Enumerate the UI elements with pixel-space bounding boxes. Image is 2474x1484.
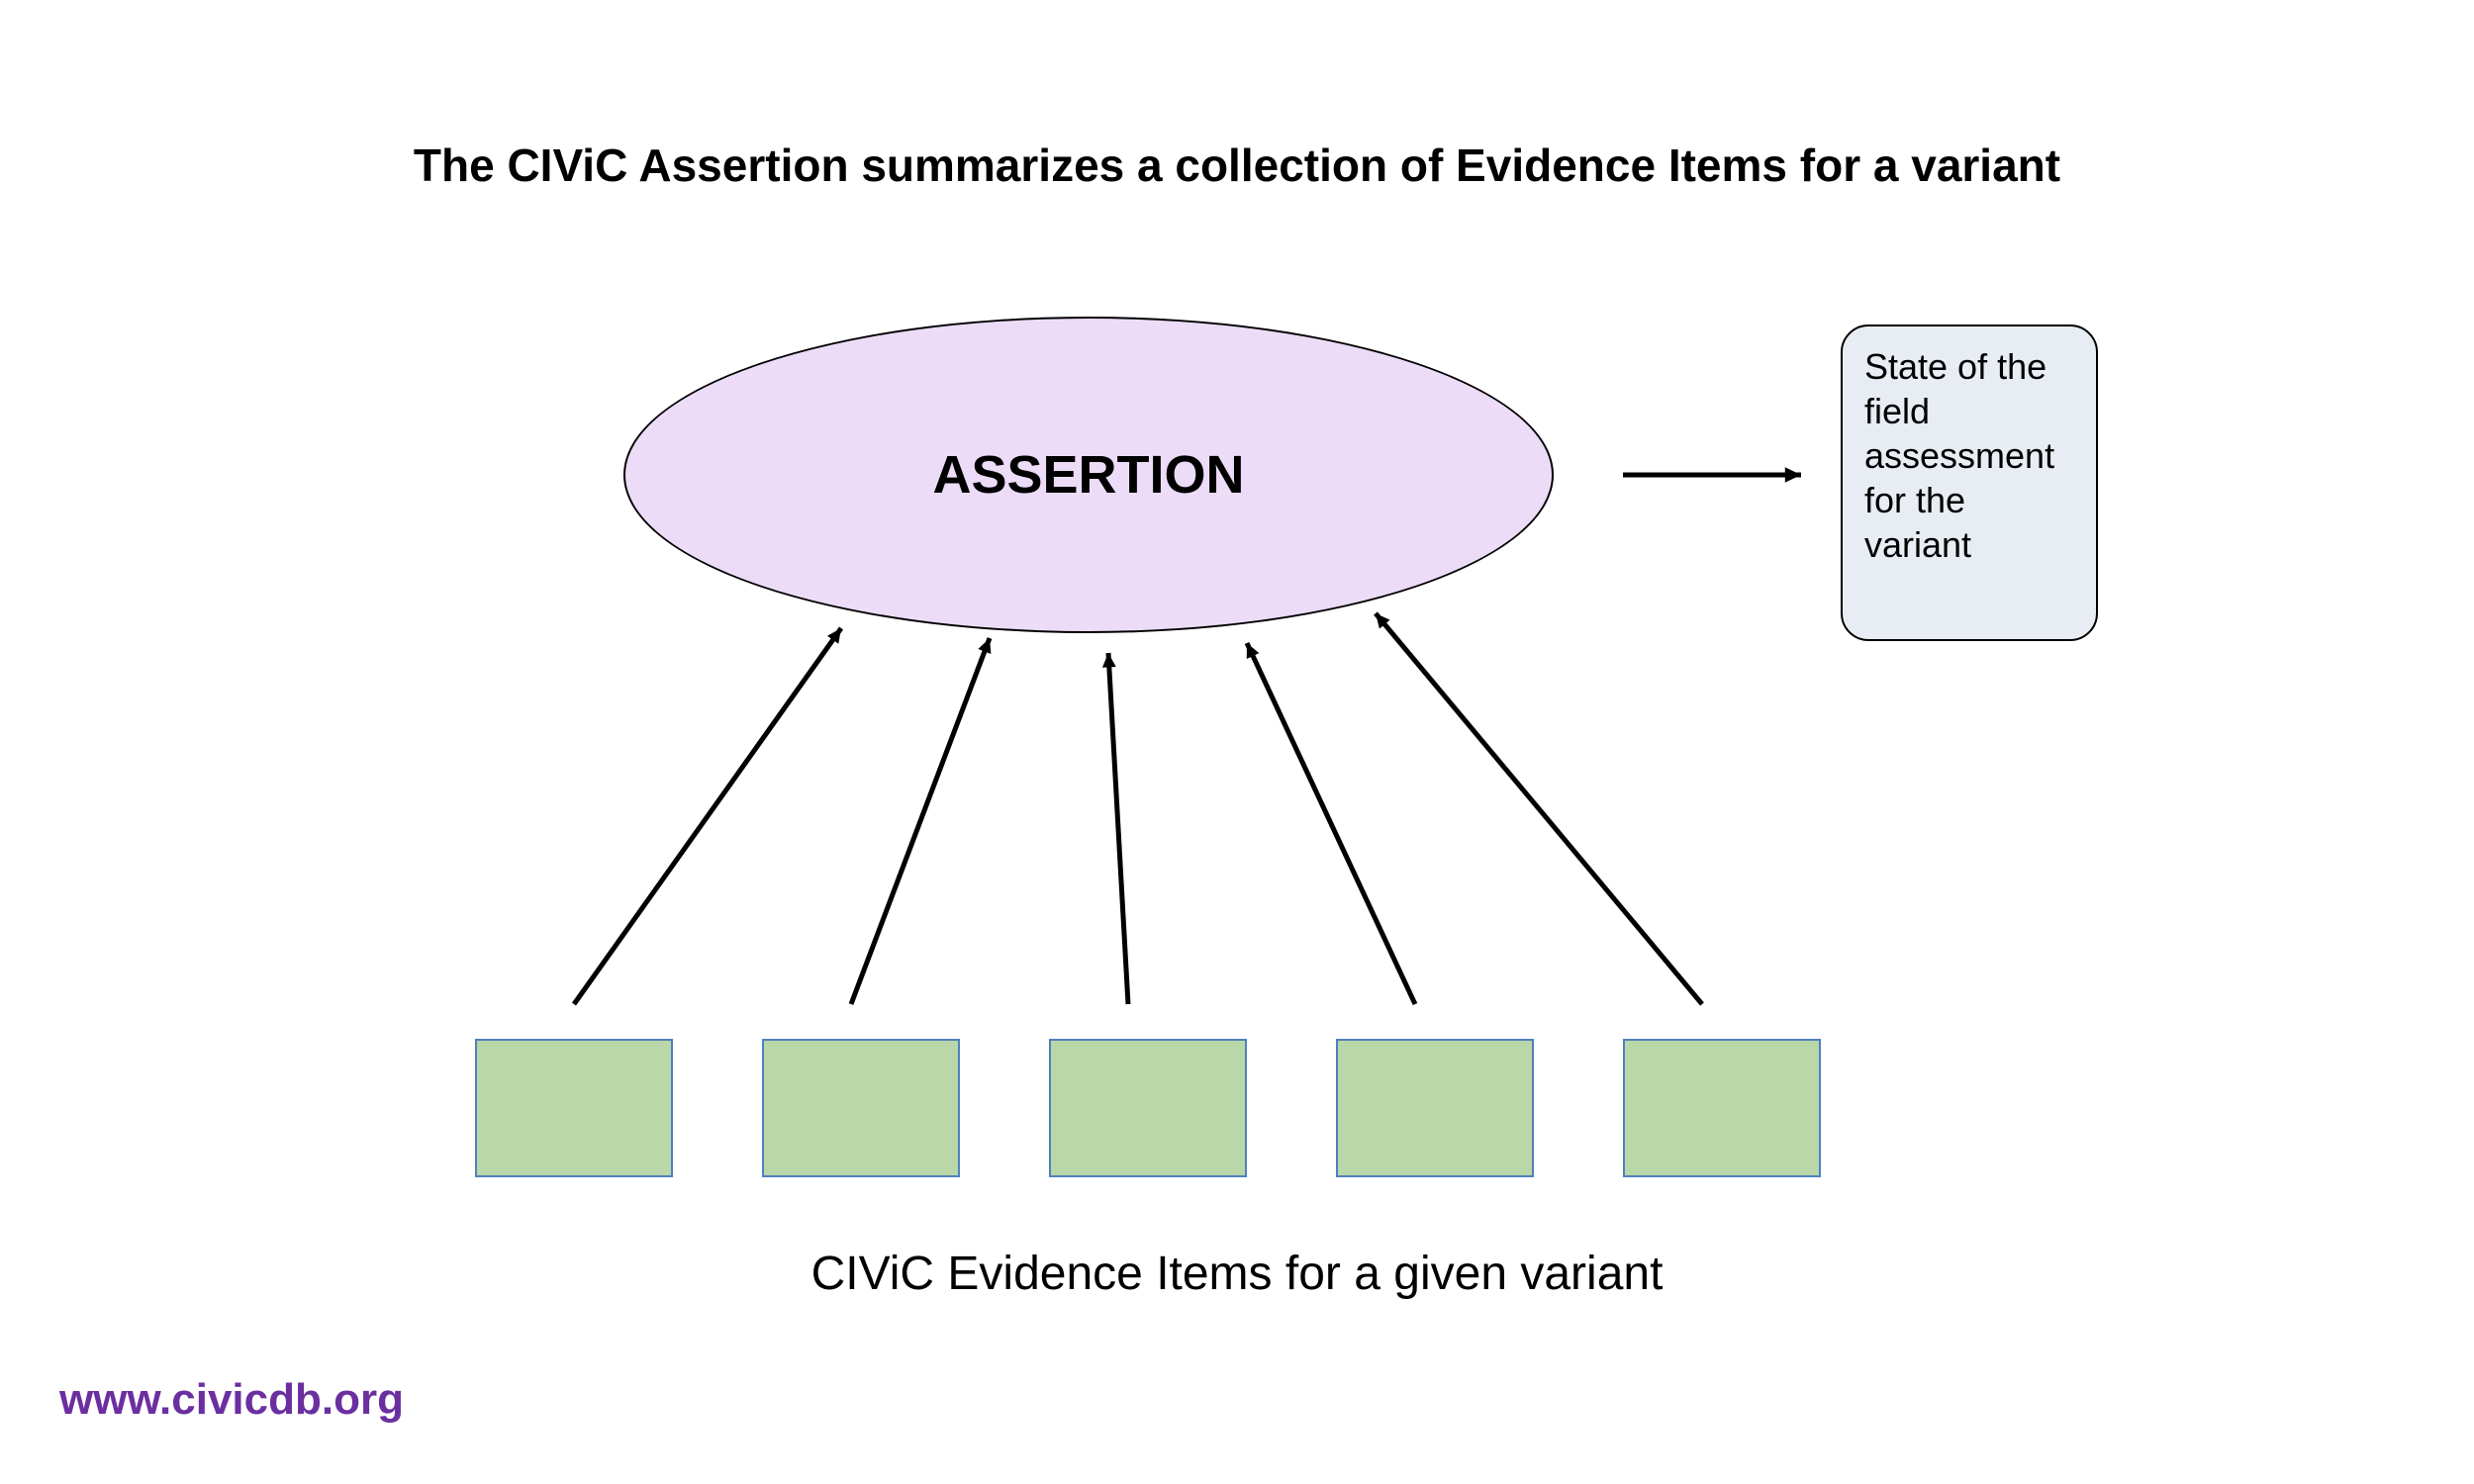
arrow-head-icon [1785,467,1801,483]
arrow-line [574,628,841,1004]
evidence-item [1336,1039,1534,1177]
result-box-text: State of the field assessment for the va… [1864,346,2054,565]
evidence-item [762,1039,960,1177]
arrow-head-icon [978,638,991,654]
diagram-title: The CIViC Assertion summarizes a collect… [0,139,2474,192]
arrow-line [1108,653,1128,1004]
assertion-node-wrap: ASSERTION [623,317,1554,633]
evidence-item [1049,1039,1247,1177]
evidence-item [1623,1039,1821,1177]
evidence-row [475,1039,1821,1177]
arrow-line [1376,613,1702,1004]
arrow-line [1247,643,1415,1004]
arrow-line [851,638,990,1004]
assertion-label: ASSERTION [932,444,1244,506]
evidence-caption: CIViC Evidence Items for a given variant [0,1247,2474,1301]
result-box: State of the field assessment for the va… [1841,325,2098,641]
arrow-head-icon [1247,643,1260,659]
arrow-head-icon [1102,653,1116,668]
evidence-item [475,1039,673,1177]
assertion-node: ASSERTION [623,317,1554,633]
footer-url: www.civicdb.org [59,1375,404,1425]
